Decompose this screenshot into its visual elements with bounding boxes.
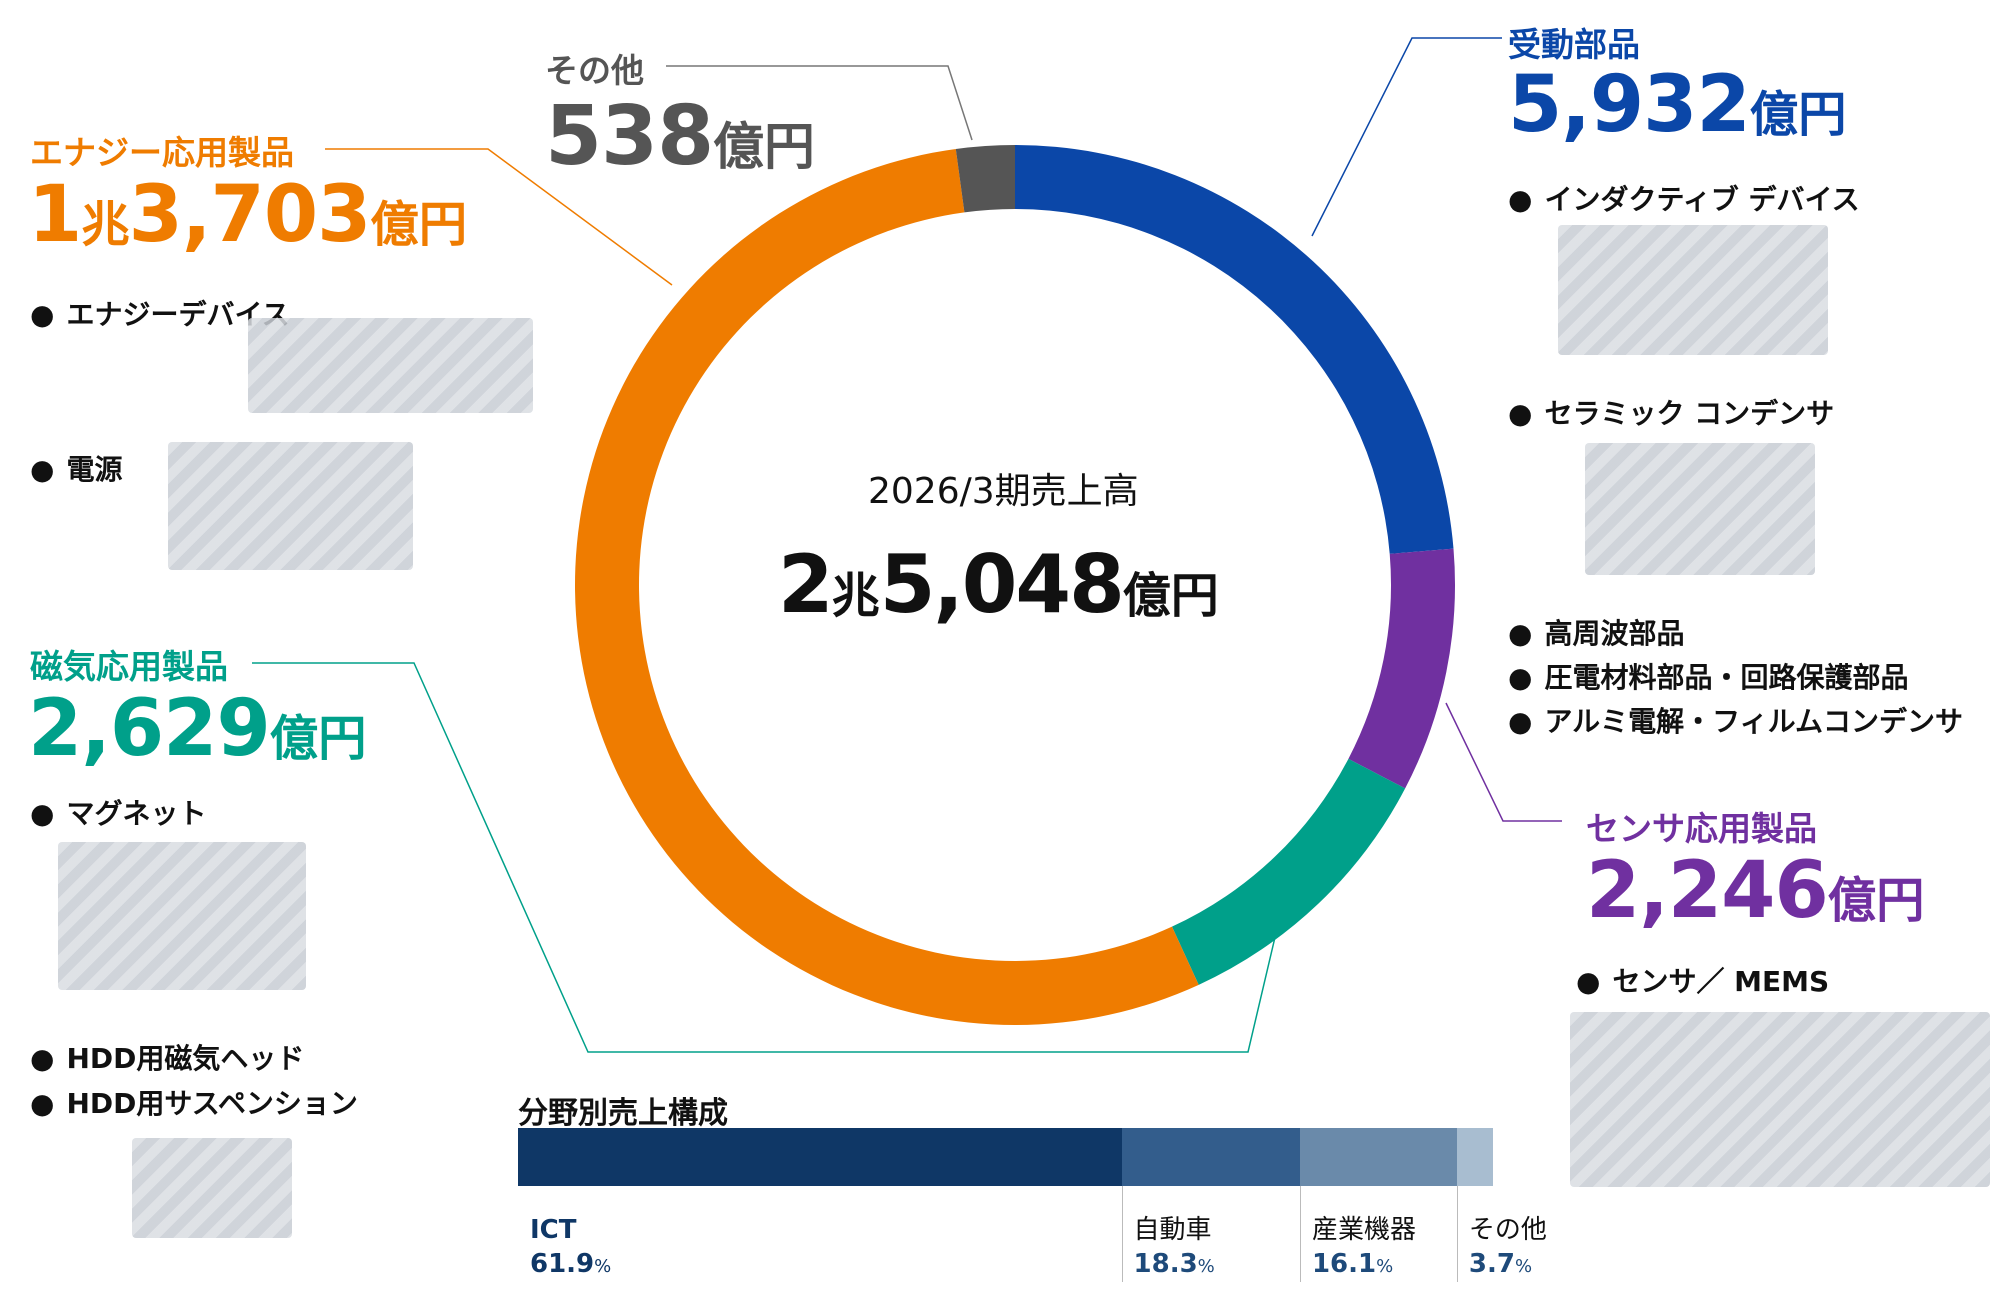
segment-amount-sensor: 2,246億円 [1586,846,1925,936]
item-hdd-heads: HDD用磁気ヘッド [30,1037,304,1077]
item-power-supplies: 電源 [30,448,122,488]
segment-label-sensor: センサ応用製品 [1586,809,1817,848]
product-image-sensors [1570,1012,1990,1187]
segment-amount-other: 538億円 [545,89,815,184]
product-image-ceramic-capacitors [1585,443,1815,575]
item-inductive-devices: インダクティブ デバイス [1508,178,1859,218]
bar-divider [1299,1186,1301,1282]
bar-value-label: 3.7% [1468,1248,1533,1279]
leader-energy [325,148,673,286]
segment-amount-passive: 5,932億円 [1508,60,1847,150]
leader-sensor [1445,702,1562,822]
product-image-magnets [58,842,306,990]
donut-slice-sensor [1348,548,1455,789]
bar-value-label: 16.1% [1311,1248,1394,1279]
product-image-hdd [132,1138,292,1238]
bar-segment-3 [1456,1128,1493,1186]
item-ceramic-capacitors: セラミック コンデンサ [1508,392,1834,432]
item-piezo-protection: 圧電材料部品・回路保護部品 [1508,656,1908,696]
bar-value-label: 18.3% [1133,1248,1215,1279]
bar-category-label: ICT [530,1215,577,1245]
donut-slice-passive [1015,145,1454,554]
bar-divider [1456,1186,1458,1282]
bar-label-3: その他 3.7% [1469,1214,1547,1282]
bar-label-1: 自動車 18.3% [1134,1214,1215,1282]
bar-value-label: 61.9% [530,1248,612,1279]
bar-category-label: 自動車 [1133,1215,1212,1245]
item-rf-components: 高周波部品 [1508,612,1684,652]
bar-category-label: その他 [1468,1215,1547,1245]
item-sensors-mems: センサ／ MEMS [1576,960,1829,1000]
segment-amount-magnetic: 2,629億円 [28,684,367,774]
segment-label-magnetic: 磁気応用製品 [30,647,228,686]
center-total: 2兆5,048億円 [778,538,1219,631]
product-image-energy-devices [248,318,533,413]
leader-other [666,65,973,141]
bar-category-label: 産業機器 [1311,1215,1416,1245]
bar-label-0: ICT 61.9% [530,1214,611,1282]
bar-segment-1 [1121,1128,1300,1186]
segment-label-passive: 受動部品 [1508,25,1640,64]
item-hdd-suspensions: HDD用サスペンション [30,1082,357,1122]
bar-divider [1121,1186,1123,1282]
leader-magnetic [252,662,1277,1053]
item-aluminum-film-capacitors: アルミ電解・フィルムコンデンサ [1508,700,1963,740]
segment-label-other: その他 [545,51,644,90]
leader-passive [1311,37,1502,237]
donut-slice-magnetic [1171,758,1406,985]
donut-slice-other [955,145,1015,213]
segment-label-energy: エナジー応用製品 [30,133,294,172]
bar-chart-title: 分野別売上構成 [518,1096,728,1131]
bar-label-2: 産業機器 16.1% [1312,1214,1416,1282]
center-title: 2026/3期売上高 [868,471,1139,512]
segment-amount-energy: 1兆3,703億円 [28,170,468,260]
bar-segment-0 [518,1128,1122,1186]
product-image-inductive-devices [1558,225,1828,355]
bar-segment-2 [1299,1128,1457,1186]
product-image-power-supplies [168,442,413,570]
item-magnets: マグネット [30,792,206,832]
